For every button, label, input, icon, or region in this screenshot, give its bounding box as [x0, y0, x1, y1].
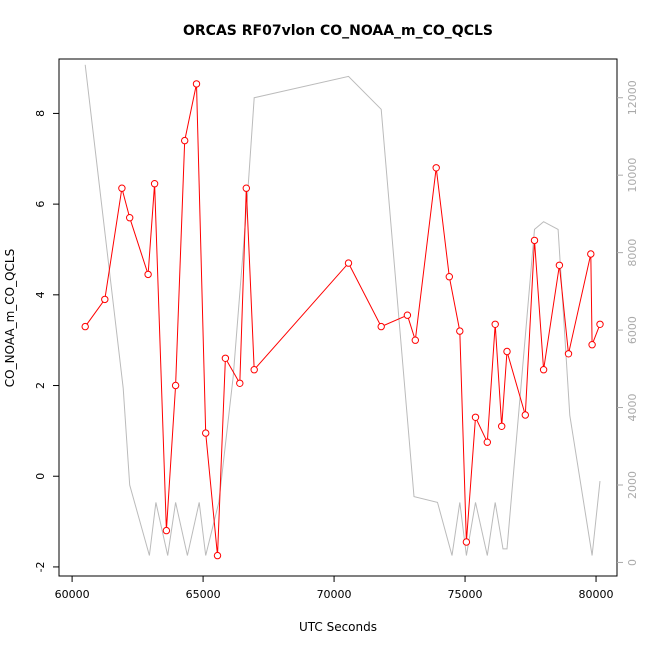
data-point — [587, 250, 595, 258]
data-point — [462, 538, 471, 546]
data-point — [202, 429, 210, 437]
data-point — [432, 164, 440, 172]
data-point — [144, 270, 152, 279]
x-tick-label: 65000 — [186, 588, 221, 601]
data-point — [242, 184, 251, 192]
data-point — [162, 526, 171, 535]
y2-tick-label: 12000 — [626, 80, 639, 115]
x-tick-label: 80000 — [579, 588, 614, 601]
series-line — [84, 83, 601, 556]
data-point — [471, 413, 480, 421]
data-point — [221, 354, 230, 362]
data-point — [150, 180, 159, 188]
data-point — [181, 136, 189, 145]
plot-frame — [58, 58, 618, 577]
y-tick-label: 0 — [34, 473, 47, 480]
chart-title: ORCAS RF07vlon CO_NOAA_m_CO_QCLS — [183, 23, 493, 39]
y2-tick-label: 6000 — [626, 316, 639, 344]
data-point — [126, 214, 134, 222]
series-layer — [81, 64, 604, 560]
y2-tick-label: 2000 — [626, 471, 639, 499]
data-point — [411, 336, 419, 344]
y2-tick-label: 8000 — [626, 239, 639, 267]
data-point — [596, 320, 604, 328]
data-point — [403, 311, 412, 319]
x-tick-label: 60000 — [55, 588, 90, 601]
y-axis-label: CO_NOAA_m_CO_QCLS — [3, 249, 17, 387]
y-tick-label: 4 — [34, 291, 47, 298]
data-point — [81, 322, 89, 331]
data-point — [171, 381, 180, 390]
data-point — [521, 411, 529, 419]
y-tick-label: 2 — [34, 382, 47, 389]
y2-tick-label: 10000 — [626, 158, 639, 193]
data-point — [192, 80, 201, 88]
axes: 60000 65000 70000 75000 80000 -2 0 2 4 6 8 0 2000 400… — [34, 80, 639, 601]
secondary-series-line — [84, 64, 601, 556]
x-axis-label: UTC Seconds — [299, 620, 377, 634]
y2-tick-label: 4000 — [626, 394, 639, 422]
data-point — [445, 273, 453, 281]
y-tick-label: -2 — [34, 561, 47, 572]
y2-tick-label: 0 — [626, 559, 639, 566]
data-point — [539, 366, 548, 374]
data-point — [555, 261, 564, 269]
data-point — [503, 347, 511, 356]
data-point — [344, 259, 353, 267]
data-point — [456, 327, 464, 335]
data-point — [377, 322, 385, 331]
x-tick-label: 70000 — [317, 588, 352, 601]
data-point — [236, 379, 244, 387]
data-point — [118, 184, 126, 192]
data-point — [491, 320, 499, 328]
y-tick-label: 8 — [34, 110, 47, 117]
data-point — [213, 551, 222, 560]
data-point — [498, 422, 506, 430]
x-tick-label: 75000 — [448, 588, 483, 601]
data-point — [101, 295, 109, 304]
data-point — [530, 236, 539, 245]
data-point — [483, 438, 491, 446]
data-point — [250, 366, 258, 374]
y-tick-label: 6 — [34, 201, 47, 208]
data-point — [564, 350, 573, 358]
data-point — [588, 341, 596, 349]
